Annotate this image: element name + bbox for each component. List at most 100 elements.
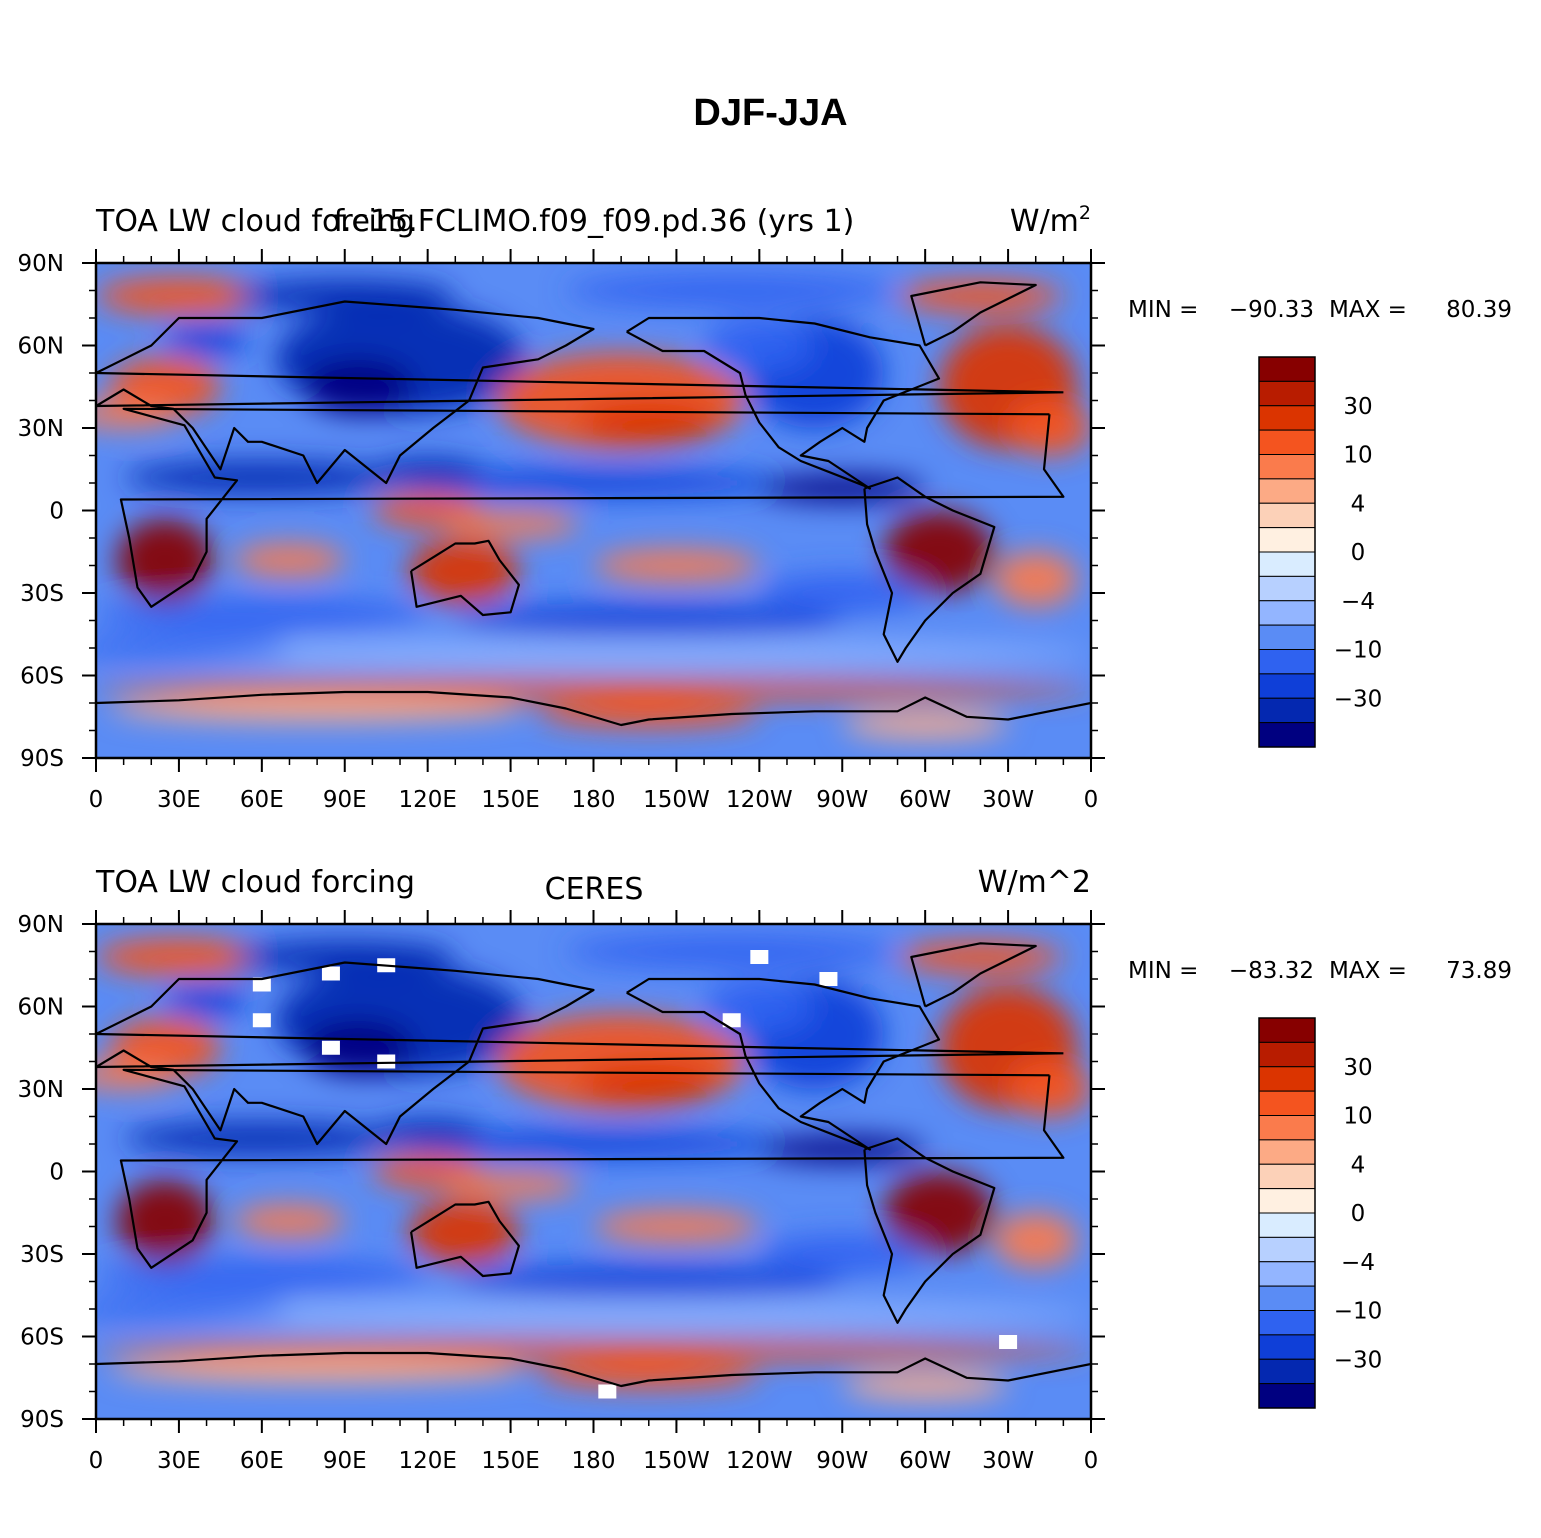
field-band (759, 1234, 926, 1274)
field-bands (96, 274, 1091, 739)
lon-tick-label: 60E (240, 1448, 284, 1474)
field-band (96, 639, 1091, 668)
field-band (897, 940, 1064, 974)
missing-cell (598, 1384, 617, 1399)
coastline (910, 942, 1037, 1008)
field-band (408, 538, 519, 604)
lon-tick-label: 150E (481, 1448, 539, 1474)
lon-tick-label: 30W (982, 1448, 1034, 1474)
missing-cell (999, 1335, 1018, 1349)
coastline (96, 961, 1064, 1146)
lon-tick-label: 0 (89, 1448, 104, 1474)
colorbar-label: −4 (1341, 1250, 1375, 1276)
lon-tick-label: 60W (899, 1448, 951, 1474)
field-band (883, 510, 995, 593)
field-band (234, 1204, 345, 1238)
field-band (441, 510, 580, 538)
lon-tick-label: 90W (816, 1448, 868, 1474)
field-band (897, 279, 1064, 313)
field-band (883, 1171, 995, 1254)
field-band (96, 1300, 1091, 1329)
field-band (1008, 1061, 1091, 1117)
field-band (109, 694, 525, 723)
center-title: f.e15.FCLIMO.f09_f09.pd.36 (yrs 1) (334, 204, 855, 239)
colorbar-swatch (1258, 356, 1316, 382)
field-band (165, 323, 249, 357)
model-map-figure: TOA LW cloud forcingf.e15.FCLIMO.f09_f09… (18, 202, 1512, 813)
lat-tick-label: 30S (20, 1242, 64, 1268)
field-band (565, 935, 898, 968)
field-band (96, 276, 262, 316)
min-value: −83.32 (1229, 958, 1314, 984)
colorbar-swatch (1258, 1090, 1316, 1116)
colorbar-label: 10 (1343, 1104, 1372, 1130)
colorbar-swatch (1258, 1285, 1316, 1311)
colorbar-swatch (1258, 1212, 1316, 1238)
colorbar-swatch (1258, 673, 1316, 699)
units-label: W/m^2 (978, 865, 1091, 900)
map-field (96, 924, 1091, 1419)
field-band (759, 573, 926, 613)
colorbar-swatch (1258, 502, 1316, 529)
colorbar-swatch (1258, 722, 1316, 748)
field-band (593, 1210, 760, 1243)
colorbar-label: −30 (1334, 1347, 1383, 1373)
colorbar-swatch (1258, 429, 1316, 455)
max-label: MAX = (1329, 958, 1407, 984)
field-band (400, 1130, 787, 1158)
lon-tick-label: 30E (157, 1448, 201, 1474)
coastline (410, 1200, 520, 1278)
field-band (704, 318, 815, 373)
colorbar-swatch (1258, 1358, 1316, 1385)
lat-tick-label: 30N (18, 416, 64, 442)
coastline (119, 1068, 1065, 1269)
units-label: W/m2 (1010, 202, 1091, 239)
field-band (1008, 400, 1091, 456)
colorbar-swatch (1258, 1017, 1316, 1043)
lat-tick-label: 90S (20, 1407, 64, 1433)
field-band (579, 1064, 718, 1103)
colorbar-swatch (1258, 527, 1316, 553)
field-band (116, 1179, 214, 1263)
max-value: 80.39 (1446, 297, 1512, 323)
lat-tick-label: 0 (49, 1160, 64, 1186)
missing-cell (819, 972, 838, 986)
lon-tick-label: 0 (89, 787, 104, 813)
lon-tick-label: 60E (240, 787, 284, 813)
colorbar-swatch (1258, 1188, 1316, 1214)
coastline (910, 281, 1037, 347)
lat-tick-label: 90N (18, 251, 64, 277)
field-band (303, 359, 414, 415)
colorbar-label: 4 (1351, 491, 1366, 517)
colorbar-swatch (1258, 600, 1316, 626)
coastline (863, 476, 996, 663)
field-band (538, 1361, 760, 1389)
min-label: MIN = (1128, 958, 1198, 984)
colorbar-swatch (1258, 624, 1316, 650)
lat-tick-label: 30S (20, 581, 64, 607)
colorbar-swatch (1258, 575, 1316, 602)
lat-tick-label: 60S (20, 1325, 64, 1351)
colorbar-label: −30 (1334, 686, 1383, 712)
field-band (372, 1119, 483, 1147)
min-value: −90.33 (1229, 297, 1314, 323)
lon-tick-label: 120W (726, 787, 793, 813)
lon-tick-label: 90W (816, 787, 868, 813)
field-band (96, 1298, 290, 1320)
field-band (234, 543, 345, 577)
ceres-map-figure: TOA LW cloud forcing CERES W/m^2 90N 60N 30N 0… (18, 865, 1512, 1474)
field-band (579, 403, 718, 442)
colorbar-swatch (1258, 1041, 1316, 1068)
field-band (96, 937, 262, 977)
lon-tick-label: 30E (157, 787, 201, 813)
colorbar-swatch (1258, 380, 1316, 407)
field-band (408, 1199, 519, 1265)
map-field (96, 263, 1091, 758)
lat-tick-label: 90S (20, 746, 64, 772)
lon-tick-label: 150W (643, 1448, 710, 1474)
page-title: DJF-JJA (693, 92, 848, 134)
lon-tick-label: 180 (572, 1448, 616, 1474)
field-band (842, 711, 1009, 739)
field-band (96, 1339, 1091, 1362)
colorbar-frame (1258, 356, 1316, 748)
